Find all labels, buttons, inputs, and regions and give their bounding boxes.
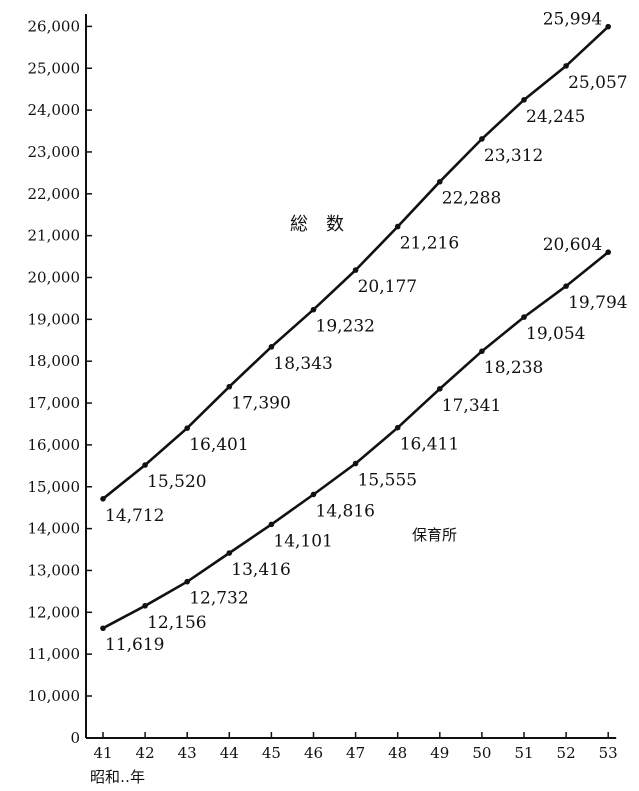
data-label: 13,416 — [231, 560, 290, 580]
y-tick-label: 16,000 — [28, 436, 81, 454]
x-tick-label: 42 — [136, 744, 155, 762]
y-tick-label: 15,000 — [28, 478, 81, 496]
x-axis-label: 昭和‥年 — [90, 768, 145, 786]
y-tick-label: 26,000 — [28, 17, 81, 35]
x-tick-label: 48 — [388, 744, 407, 762]
data-point — [479, 348, 485, 355]
y-tick-label: 17,000 — [28, 394, 81, 412]
data-point — [184, 578, 190, 585]
data-label: 19,232 — [316, 317, 375, 337]
data-points — [100, 23, 611, 632]
x-tick-label: 46 — [304, 744, 323, 762]
y-tick-label: 12,000 — [28, 603, 81, 621]
data-label: 12,156 — [147, 613, 206, 633]
data-label: 23,312 — [484, 146, 543, 166]
x-axis-ticks: 41 42 43 44 45 46 47 48 49 50 51 52 53 — [93, 732, 618, 762]
data-point — [268, 521, 275, 528]
y-tick-label: 13,000 — [28, 561, 81, 579]
data-point — [605, 23, 611, 30]
y-tick-label: 23,000 — [28, 143, 81, 161]
chart-axes — [85, 14, 617, 739]
y-tick-label: 19,000 — [28, 310, 81, 328]
data-point — [100, 625, 106, 632]
y-tick-label: 24,000 — [28, 101, 81, 119]
data-point — [184, 425, 190, 431]
x-tick-label: 52 — [557, 744, 576, 762]
data-label: 20,177 — [358, 277, 417, 297]
series-label-total: 総 数 — [290, 214, 344, 235]
x-tick-label: 49 — [430, 744, 449, 762]
x-tick-label: 41 — [93, 744, 112, 762]
data-point — [352, 267, 359, 273]
data-point — [352, 460, 359, 467]
data-point — [605, 249, 611, 256]
data-label: 21,216 — [400, 234, 459, 254]
data-label: 18,343 — [273, 354, 332, 374]
y-tick-label: 11,000 — [28, 645, 81, 663]
data-label: 22,288 — [442, 189, 501, 209]
data-point — [521, 97, 527, 103]
data-label: 14,816 — [316, 501, 375, 521]
data-point — [437, 178, 443, 185]
data-label: 24,245 — [526, 107, 585, 127]
data-point — [310, 491, 317, 498]
data-label: 17,341 — [442, 396, 501, 416]
data-point — [100, 496, 106, 502]
y-tick-label: 18,000 — [28, 352, 81, 370]
y-tick-label: 20,000 — [28, 269, 81, 287]
data-point — [310, 306, 317, 313]
data-label: 18,238 — [484, 358, 543, 378]
x-tick-label: 53 — [599, 744, 618, 762]
x-tick-label: 51 — [514, 744, 533, 762]
data-label: 12,732 — [189, 589, 248, 609]
data-point — [142, 462, 148, 468]
data-point — [563, 283, 569, 289]
data-label: 25,057 — [568, 73, 627, 93]
data-label: 15,520 — [147, 472, 206, 492]
y-tick-label: 10,000 — [28, 687, 81, 705]
data-label: 17,390 — [231, 394, 290, 414]
series-label-nursery: 保育所 — [412, 526, 457, 544]
data-point — [394, 424, 401, 431]
data-point — [437, 385, 443, 392]
y-tick-label: 0 — [70, 729, 80, 747]
x-tick-label: 45 — [262, 744, 281, 762]
data-point — [563, 63, 569, 69]
x-tick-label: 43 — [178, 744, 197, 762]
data-label: 16,401 — [189, 435, 248, 455]
data-label: 11,619 — [105, 635, 164, 655]
series-line-0 — [102, 25, 610, 500]
series-line-1 — [102, 251, 610, 630]
x-tick-label: 50 — [472, 744, 491, 762]
data-point — [226, 383, 233, 390]
data-point — [268, 344, 275, 350]
data-label: 25,994 — [543, 10, 602, 30]
data-label: 14,712 — [105, 506, 164, 526]
data-point — [479, 136, 485, 142]
y-tick-label: 22,000 — [28, 185, 81, 203]
data-labels: 14,712 15,520 16,401 17,390 18,343 19,232 20,1… — [105, 10, 628, 656]
data-label: 19,054 — [526, 324, 585, 344]
data-label: 15,555 — [358, 471, 417, 491]
data-point — [142, 602, 148, 609]
data-label: 20,604 — [543, 235, 602, 255]
x-tick-label: 47 — [346, 744, 365, 762]
data-point — [521, 314, 527, 320]
y-tick-label: 14,000 — [28, 520, 81, 538]
data-point — [394, 223, 401, 230]
y-tick-label: 21,000 — [28, 227, 81, 245]
y-tick-label: 25,000 — [28, 59, 81, 77]
data-label: 16,411 — [400, 435, 459, 455]
y-axis-ticks: 0 10,000 11,000 12,000 13,000 14,000 15,000 16,… — [28, 17, 92, 747]
data-point — [226, 550, 233, 556]
data-label: 19,794 — [568, 293, 627, 313]
data-label: 14,101 — [273, 531, 332, 551]
x-tick-label: 44 — [220, 744, 239, 762]
